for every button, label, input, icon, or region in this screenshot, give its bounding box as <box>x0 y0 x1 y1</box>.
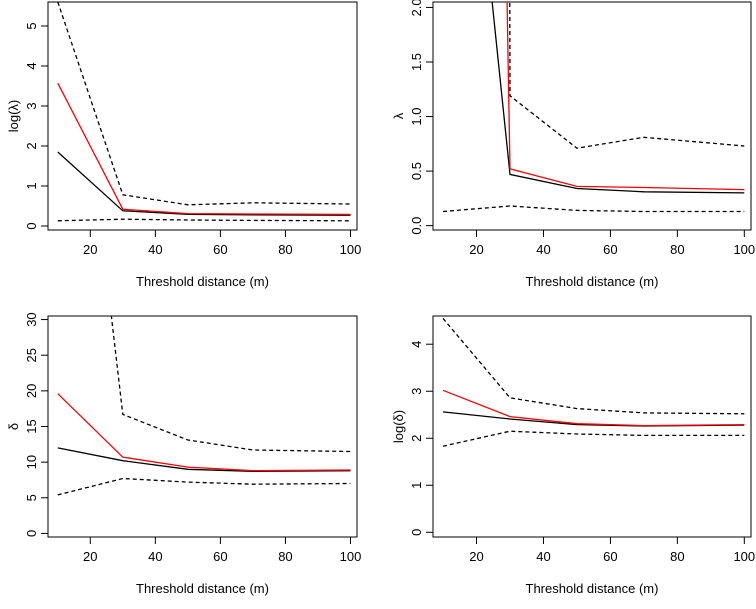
y-tick-label: 4 <box>409 341 424 348</box>
panel-lambda: 20 40 60 80 100 0.0 0.5 1.0 1.5 2.0 Threshold dist… <box>391 0 755 289</box>
y-tick-label: 15 <box>24 419 39 433</box>
x-tick-label: 100 <box>733 549 755 564</box>
plot-frame <box>47 1 358 231</box>
x-tick-label: 60 <box>213 242 227 257</box>
y-tick-label: 1.5 <box>409 53 424 71</box>
y-tick-label: 10 <box>24 455 39 469</box>
x-tick-label: 40 <box>536 549 550 564</box>
dashed-line-2 <box>442 317 745 415</box>
solid-line-1 <box>442 389 745 427</box>
y-tick-label: 20 <box>24 384 39 398</box>
y-tick-label: 0.5 <box>409 162 424 180</box>
x-tick-label: 100 <box>340 549 362 564</box>
plot-frame <box>432 315 752 538</box>
solid-line-0 <box>57 151 351 216</box>
x-tick-label: 80 <box>278 549 292 564</box>
y-tick-label: 1 <box>24 182 39 189</box>
panel-log-lambda: 20 40 60 80 100 0 1 2 3 4 5 Threshold distance (m) l… <box>6 1 362 289</box>
dashed-line-3 <box>57 218 351 222</box>
panel-delta: 20 40 60 80 100 0 5 10 15 20 25 30 Threshold distanc… <box>6 312 362 596</box>
dashed-line-2 <box>110 316 351 453</box>
x-tick-label: 40 <box>148 549 162 564</box>
x-tick-label: 80 <box>278 242 292 257</box>
y-axis-label: δ <box>6 423 21 430</box>
y-tick-label: 5 <box>24 494 39 501</box>
y-tick-label: 1.0 <box>409 108 424 126</box>
y-tick-label: 0.0 <box>409 217 424 235</box>
dashed-line-3 <box>442 430 745 447</box>
x-tick-label: 20 <box>469 242 483 257</box>
x-tick-label: 80 <box>670 549 684 564</box>
dashed-line-2 <box>57 2 351 206</box>
dashed-line-3 <box>57 477 351 496</box>
x-axis-label: Threshold distance (m) <box>526 274 659 289</box>
x-tick-label: 40 <box>536 242 550 257</box>
x-tick-label: 40 <box>148 242 162 257</box>
y-tick-label: 2 <box>409 435 424 442</box>
y-tick-label: 0 <box>24 222 39 229</box>
y-tick-label: 3 <box>409 388 424 395</box>
x-axis-label: Threshold distance (m) <box>526 581 659 596</box>
y-tick-label: 30 <box>24 312 39 326</box>
y-tick-label: 4 <box>24 62 39 69</box>
solid-line-1 <box>506 2 745 191</box>
solid-line-0 <box>57 447 351 473</box>
y-tick-label: 25 <box>24 348 39 362</box>
x-tick-label: 60 <box>603 242 617 257</box>
y-axis-label: log(δ) <box>391 410 406 443</box>
panel-log-delta: 20 40 60 80 100 0 1 2 3 4 Threshold distance (m) lo… <box>391 315 755 596</box>
y-tick-label: 0 <box>409 529 424 536</box>
dashed-line-2 <box>509 2 745 149</box>
x-tick-label: 20 <box>83 242 97 257</box>
solid-line-1 <box>57 82 351 216</box>
x-tick-label: 20 <box>83 549 97 564</box>
y-axis-label: log(λ) <box>6 100 21 133</box>
y-tick-label: 2.0 <box>409 0 424 16</box>
x-tick-label: 20 <box>469 549 483 564</box>
solid-line-0 <box>491 2 745 194</box>
x-tick-label: 80 <box>670 242 684 257</box>
y-tick-label: 5 <box>24 22 39 29</box>
x-tick-label: 100 <box>733 242 755 257</box>
y-tick-label: 3 <box>24 102 39 109</box>
y-tick-label: 0 <box>24 530 39 537</box>
y-tick-label: 1 <box>409 482 424 489</box>
y-axis-label: λ <box>391 112 406 119</box>
solid-line-1 <box>57 393 351 472</box>
plot-frame <box>432 1 752 231</box>
x-tick-label: 60 <box>213 549 227 564</box>
dashed-line-3 <box>442 205 745 213</box>
x-tick-label: 60 <box>603 549 617 564</box>
x-tick-label: 100 <box>340 242 362 257</box>
plot-frame <box>47 315 358 538</box>
y-tick-label: 2 <box>24 142 39 149</box>
x-axis-label: Threshold distance (m) <box>136 274 269 289</box>
x-axis-label: Threshold distance (m) <box>136 581 269 596</box>
